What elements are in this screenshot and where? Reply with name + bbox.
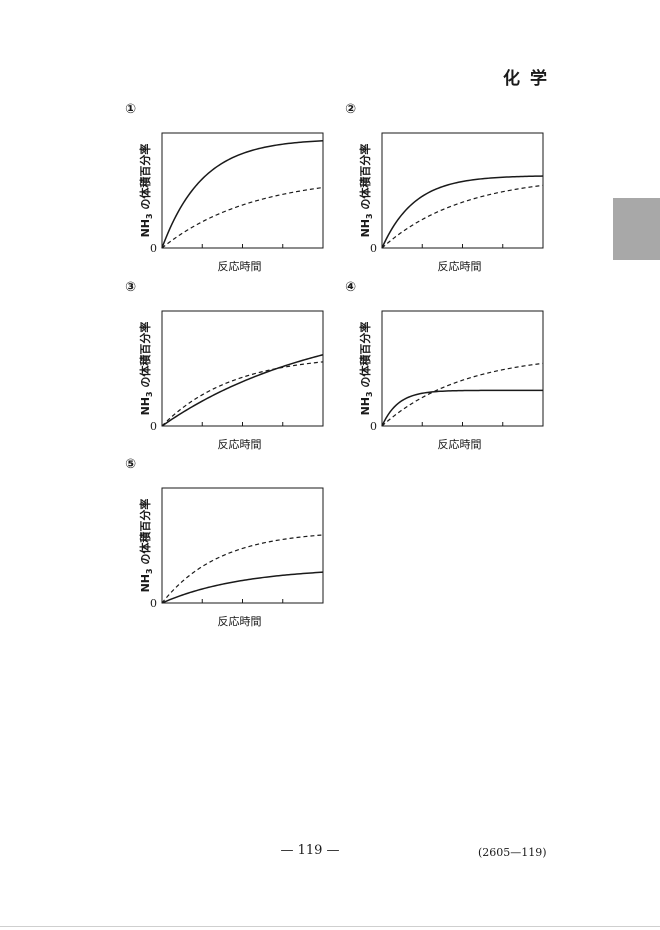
subject-title: 化学	[503, 69, 557, 89]
series-solid-line	[381, 389, 543, 427]
side-index-tab	[613, 198, 660, 260]
plot-frame	[381, 310, 544, 427]
x-axis-label: 反応時間	[218, 614, 262, 628]
chart-4: ④ 0 反応時間 NH3 の体積百分率	[345, 280, 544, 451]
chart-1: ① 0 反応時間 NH3 の体積百分率	[125, 102, 324, 273]
y-axis-label: NH3 の体積百分率	[358, 322, 374, 416]
origin-label: 0	[370, 420, 377, 433]
series-solid-line	[161, 571, 324, 604]
origin-label: 0	[150, 420, 157, 433]
x-axis-label: 反応時間	[438, 259, 482, 273]
chart-marker: ①	[125, 102, 136, 117]
chart-marker: ⑤	[125, 457, 136, 472]
origin-label: 0	[370, 242, 377, 255]
page-code: (2605—119)	[478, 846, 547, 859]
y-axis-label: NH3 の体積百分率	[358, 144, 374, 238]
series-solid-line	[381, 175, 544, 249]
plot-frame	[161, 487, 324, 604]
series-solid-line	[161, 140, 324, 249]
series-dashed-line	[161, 361, 324, 427]
series-dashed-line	[381, 362, 544, 427]
chart-marker: ④	[345, 280, 356, 295]
chart-5: ⑤ 0 反応時間 NH3 の体積百分率	[125, 457, 324, 628]
chart-marker: ②	[345, 102, 356, 117]
series-dashed-line	[161, 534, 324, 604]
x-axis-label: 反応時間	[218, 437, 262, 451]
plot-frame	[381, 132, 544, 249]
y-axis-label: NH3 の体積百分率	[138, 144, 154, 238]
plot-frame	[161, 310, 324, 427]
origin-label: 0	[150, 242, 157, 255]
chart-marker: ③	[125, 280, 136, 295]
bottom-rule	[0, 926, 660, 927]
y-axis-label: NH3 の体積百分率	[138, 322, 154, 416]
series-solid-line	[161, 354, 324, 427]
x-axis-label: 反応時間	[438, 437, 482, 451]
x-axis-label: 反応時間	[218, 259, 262, 273]
series-dashed-line	[381, 184, 544, 249]
y-axis-label: NH3 の体積百分率	[138, 499, 154, 593]
chart-2: ② 0 反応時間 NH3 の体積百分率	[345, 102, 544, 273]
chart-3: ③ 0 反応時間 NH3 の体積百分率	[125, 280, 324, 451]
series-dashed-line	[161, 186, 324, 249]
origin-label: 0	[150, 597, 157, 610]
page-number: — 119 —	[280, 843, 340, 858]
